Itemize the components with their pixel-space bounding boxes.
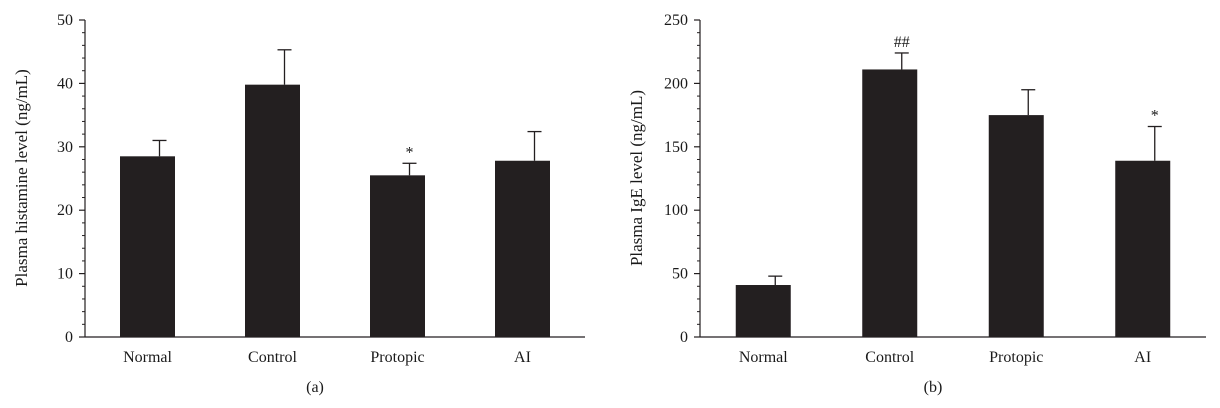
bar-normal <box>735 285 791 337</box>
x-tick-label: AI <box>514 349 531 366</box>
x-tick-label: AI <box>1134 349 1151 366</box>
panel-label: (b) <box>924 379 943 396</box>
y-tick-label: 250 <box>664 12 688 29</box>
x-tick-label: Normal <box>739 349 788 366</box>
y-tick-label: 20 <box>57 202 73 219</box>
bar-protopic <box>370 175 425 337</box>
bar-ai <box>1115 160 1171 337</box>
y-tick-label: 0 <box>65 329 73 346</box>
bar-control <box>862 69 918 338</box>
y-tick-label: 10 <box>57 266 73 283</box>
y-tick-label: 50 <box>57 12 73 29</box>
bar-ai <box>495 160 550 337</box>
bar-normal <box>120 156 175 337</box>
panel-b: 0 50 100 150 200 250 Plasma IgE level (ng/mL) N… <box>627 12 1206 396</box>
x-tick-label: Protopic <box>370 349 424 366</box>
x-tick-label: Control <box>865 349 914 366</box>
significance-marker: * <box>1151 108 1159 125</box>
significance-marker: ## <box>894 34 910 51</box>
panel-label: (a) <box>306 379 324 396</box>
y-tick-label: 0 <box>680 329 688 346</box>
bar-control <box>245 84 300 337</box>
y-tick-label: 200 <box>664 75 688 92</box>
y-tick-label: 50 <box>672 266 688 283</box>
x-tick-label: Normal <box>123 349 172 366</box>
panel-a: 0 10 20 30 40 50 Plasma histamine level (ng/mL… <box>12 12 585 396</box>
y-tick-label: 30 <box>57 139 73 156</box>
x-tick-label: Protopic <box>989 349 1043 366</box>
y-axis-label: Plasma IgE level (ng/mL) <box>627 90 646 266</box>
significance-marker: * <box>406 144 414 161</box>
bar-protopic <box>988 115 1044 337</box>
y-tick-label: 40 <box>57 75 73 92</box>
x-tick-label: Control <box>248 349 297 366</box>
y-tick-label: 100 <box>664 202 688 219</box>
y-tick-label: 150 <box>664 139 688 156</box>
y-axis-label: Plasma histamine level (ng/mL) <box>12 69 31 287</box>
